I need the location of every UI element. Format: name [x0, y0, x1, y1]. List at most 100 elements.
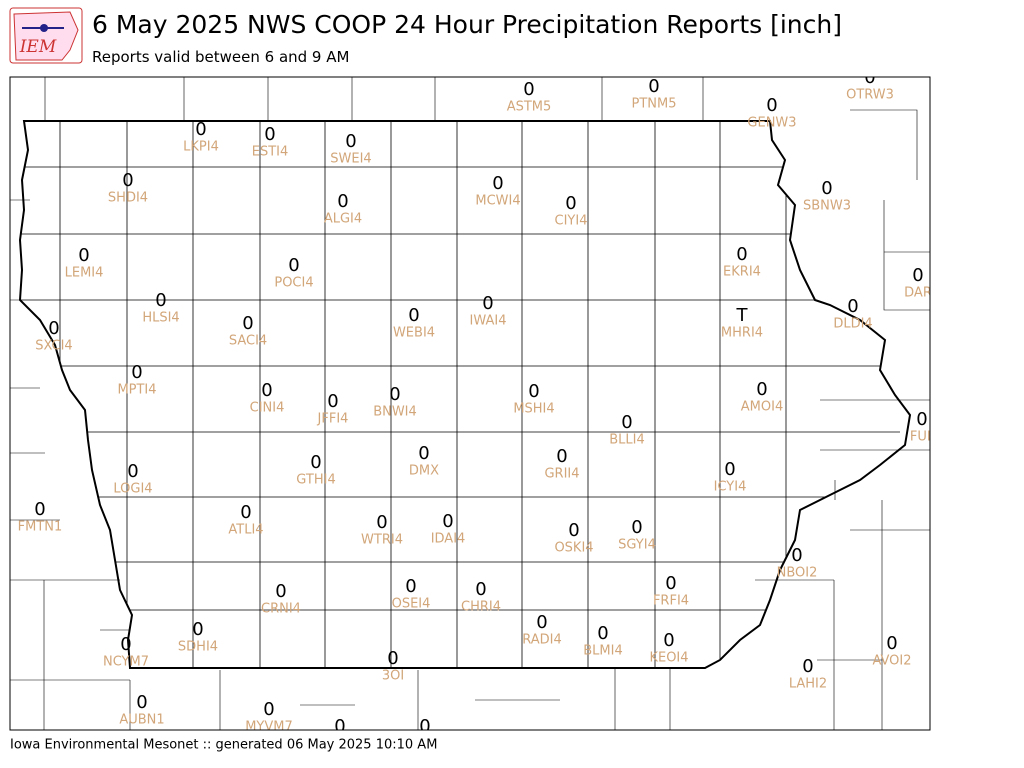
station-id: OSKI4: [554, 541, 593, 556]
station-id: SDHI4: [178, 640, 218, 655]
station-id: NBOI2: [777, 566, 818, 581]
station-value: 0: [597, 623, 608, 644]
station-value: 0: [847, 296, 858, 317]
station-value: 0: [802, 656, 813, 677]
station-value: 0: [912, 265, 923, 286]
station-id: HLSI4: [142, 311, 179, 326]
logo: IEM: [9, 7, 83, 64]
station-value: 0: [127, 461, 138, 482]
station-id: WEBI4: [393, 326, 435, 341]
station-id: LAHI2: [789, 677, 827, 692]
station-id: POCI4: [274, 276, 313, 291]
subtitle: Reports valid between 6 and 9 AM: [92, 48, 349, 66]
station-value: 0: [405, 576, 416, 597]
station-id: CRNI4: [261, 602, 301, 617]
station-value: 0: [195, 119, 206, 140]
station-value: 0: [261, 380, 272, 401]
station-value: 0: [565, 193, 576, 214]
station-id: AVOI2: [872, 654, 911, 669]
station-value: 0: [48, 318, 59, 339]
station-id: ASTM5: [507, 100, 552, 115]
map-frame: [9, 76, 931, 731]
station-value: 0: [621, 412, 632, 433]
station-id: IDAI4: [431, 532, 466, 547]
station-id: WTRI4: [361, 533, 403, 548]
station-id: DLDI4: [833, 317, 872, 332]
station-id: SGYI4: [618, 538, 656, 553]
station-value: 0: [334, 716, 345, 737]
station-value: 0: [131, 362, 142, 383]
station-id: LOGI4: [113, 482, 152, 497]
station-value: 0: [288, 255, 299, 276]
station-value: 0: [275, 581, 286, 602]
station-value: 0: [916, 409, 927, 430]
station-value: 0: [736, 244, 747, 265]
station-id: GRII4: [544, 467, 579, 482]
station-id: MYVM7: [245, 720, 293, 735]
footer: Iowa Environmental Mesonet :: generated …: [10, 738, 437, 753]
station-value: 0: [536, 612, 547, 633]
station-id: CIYI4: [555, 214, 588, 229]
station-value: 0: [523, 79, 534, 100]
station-value: 0: [240, 502, 251, 523]
station-id: RADI4: [522, 633, 562, 648]
station-id: SHDI4: [108, 191, 148, 206]
station-value: 0: [442, 511, 453, 532]
station-id: SWEI4: [330, 152, 371, 167]
station-id: SXCI4: [35, 339, 72, 354]
station-value: 0: [482, 293, 493, 314]
station-value: 0: [756, 379, 767, 400]
station-id: ICYI4: [714, 480, 747, 495]
station-value: 0: [387, 648, 398, 669]
title: 6 May 2025 NWS COOP 24 Hour Precipitatio…: [92, 10, 842, 39]
station-id: MCWI4: [475, 194, 520, 209]
station-id: CHRI4: [461, 600, 501, 615]
station-id: LKPI4: [183, 140, 219, 155]
station-value: 0: [122, 170, 133, 191]
station-value: 0: [556, 446, 567, 467]
station-id: ALGI4: [324, 212, 362, 227]
station-value: 0: [631, 517, 642, 538]
station-id: MPTI4: [117, 383, 156, 398]
station-id: OTRW3: [846, 88, 894, 103]
station-value: 0: [665, 573, 676, 594]
station-id: JFFI4: [317, 412, 349, 427]
station-id: MSHI4: [513, 402, 554, 417]
station-id: FUL: [910, 430, 935, 445]
station-value: 0: [886, 633, 897, 654]
station-value: 0: [242, 313, 253, 334]
station-value: 0: [337, 191, 348, 212]
station-value: 0: [475, 579, 486, 600]
station-id: SBNW3: [803, 199, 851, 214]
station-value: 0: [376, 512, 387, 533]
station-id: CINI4: [250, 401, 285, 416]
station-id: GTHI4: [296, 473, 335, 488]
station-id: FRFI4: [653, 594, 689, 609]
station-id: IWAI4: [470, 314, 507, 329]
station-id: ATLI4: [228, 523, 263, 538]
logo-text: IEM: [19, 37, 57, 57]
station-id: KEOI4: [649, 651, 688, 666]
station-value: 0: [663, 630, 674, 651]
station-value: 0: [528, 381, 539, 402]
station-id: NCYM7: [103, 655, 149, 670]
station-value: 0: [408, 305, 419, 326]
station-value: 0: [310, 452, 321, 473]
station-id: OSEI4: [392, 597, 431, 612]
station-value: 0: [136, 692, 147, 713]
station-id: EKRI4: [723, 265, 761, 280]
station-value: T: [736, 305, 749, 326]
station-value: 0: [389, 384, 400, 405]
station-id: BNWI4: [373, 405, 417, 420]
station-value: 0: [492, 173, 503, 194]
station-value: 0: [791, 545, 802, 566]
station-id: AUBN1: [119, 713, 164, 728]
station-value: 0: [419, 716, 430, 737]
station-value: 0: [766, 95, 777, 116]
station-value: 0: [192, 619, 203, 640]
station-value: 0: [263, 699, 274, 720]
station-id: ESTI4: [252, 145, 289, 160]
